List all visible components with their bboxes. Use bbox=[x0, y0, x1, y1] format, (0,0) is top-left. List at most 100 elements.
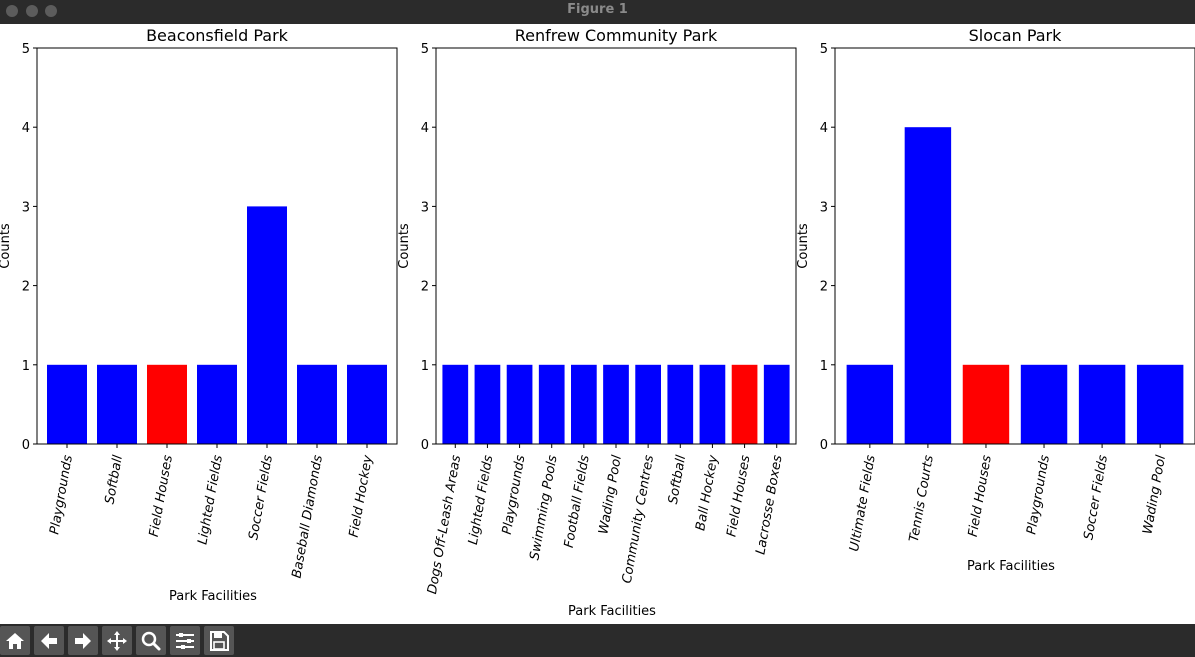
y-axis-label: Counts bbox=[397, 223, 412, 269]
y-tick-label: 5 bbox=[421, 42, 429, 57]
pan-move-icon bbox=[107, 631, 127, 651]
window-title: Figure 1 bbox=[567, 2, 628, 17]
y-tick-label: 0 bbox=[421, 438, 429, 453]
y-tick-label: 2 bbox=[22, 280, 30, 295]
charts-svg: 0 1 2 3 4 5 Playgrounds Softball Field Houses Lig… bbox=[0, 26, 1195, 619]
y-tick-label: 2 bbox=[820, 280, 828, 295]
x-axis-label: Park Facilities bbox=[169, 589, 257, 604]
y-tick-label: 3 bbox=[820, 200, 828, 215]
chart-panel-3: 0 1 2 3 4 5 Ultimate Fields Tennis Courts Field … bbox=[796, 26, 1195, 574]
bar bbox=[699, 364, 726, 444]
bar bbox=[97, 364, 137, 444]
bar bbox=[247, 206, 287, 444]
bar bbox=[47, 364, 87, 444]
bar bbox=[635, 364, 661, 444]
bar bbox=[1078, 364, 1126, 444]
save-button[interactable] bbox=[204, 626, 234, 655]
bar bbox=[731, 364, 758, 444]
configure-subplots-icon bbox=[176, 633, 194, 649]
bar bbox=[763, 364, 790, 444]
y-tick-label: 0 bbox=[820, 438, 828, 453]
x-tick-label: Tennis Courts bbox=[907, 454, 937, 543]
bar bbox=[506, 364, 533, 444]
x-tick-label: Baseball Diamonds bbox=[290, 454, 326, 580]
y-tick-label: 4 bbox=[820, 121, 828, 136]
x-tick-label: Lacrosse Boxes bbox=[753, 454, 785, 556]
x-tick-label: Field Houses bbox=[147, 454, 176, 538]
x-tick-label: Dogs Off-Leash Areas bbox=[425, 454, 464, 595]
close-window-icon[interactable] bbox=[6, 5, 18, 17]
x-tick-label: Field Houses bbox=[966, 454, 995, 538]
y-tick-label: 5 bbox=[22, 42, 30, 57]
x-tick-label: Wading Pool bbox=[1140, 454, 1169, 536]
chart-panel-2: 0 1 2 3 4 5 Dogs Off-Leash Areas Lighted Fields… bbox=[397, 26, 797, 619]
y-tick-label: 4 bbox=[421, 121, 429, 136]
x-tick-label: Wading Pool bbox=[596, 454, 625, 536]
bar bbox=[442, 364, 469, 444]
bar bbox=[538, 364, 565, 444]
y-tick-label: 1 bbox=[820, 359, 828, 374]
chart-title: Slocan Park bbox=[969, 26, 1063, 45]
forward-arrow-icon bbox=[75, 633, 91, 649]
x-axis-label: Park Facilities bbox=[568, 604, 656, 619]
y-tick-label: 1 bbox=[22, 359, 30, 374]
maximize-window-icon[interactable] bbox=[45, 5, 57, 17]
y-tick-label: 3 bbox=[421, 200, 429, 215]
x-tick-label: Field Houses bbox=[724, 454, 753, 538]
bar bbox=[297, 364, 337, 444]
bar bbox=[147, 364, 187, 444]
x-tick-label: Softball bbox=[666, 454, 689, 506]
x-tick-label: Soccer Fields bbox=[1081, 454, 1111, 541]
x-tick-label: Softball bbox=[103, 454, 126, 506]
bar bbox=[197, 364, 237, 444]
figure-canvas: 0 1 2 3 4 5 Playgrounds Softball Field Houses Lig… bbox=[0, 24, 1195, 624]
bar bbox=[1136, 364, 1184, 444]
chart-title: Beaconsfield Park bbox=[146, 26, 289, 45]
x-tick-label: Community Centres bbox=[620, 454, 657, 585]
y-tick-label: 4 bbox=[22, 121, 30, 136]
bar bbox=[667, 364, 694, 444]
back-button[interactable] bbox=[34, 626, 64, 655]
y-tick-label: 0 bbox=[22, 438, 30, 453]
x-tick-label: Lighted Fields bbox=[195, 454, 226, 546]
x-tick-label: Ball Hockey bbox=[693, 454, 721, 532]
y-tick-label: 1 bbox=[421, 359, 429, 374]
bar bbox=[603, 364, 629, 444]
x-tick-label: Playgrounds bbox=[500, 454, 529, 536]
bar bbox=[1020, 364, 1068, 444]
navigation-toolbar bbox=[0, 624, 1195, 657]
x-tick-label: Lighted Fields bbox=[466, 454, 497, 546]
x-tick-label: Playgrounds bbox=[47, 454, 76, 536]
zoom-button[interactable] bbox=[136, 626, 166, 655]
x-tick-label: Playgrounds bbox=[1024, 454, 1053, 536]
zoom-magnifier-icon bbox=[141, 631, 161, 651]
bar bbox=[474, 364, 501, 444]
x-tick-label: Soccer Fields bbox=[246, 454, 276, 541]
window-titlebar: Figure 1 bbox=[0, 0, 1195, 24]
pan-button[interactable] bbox=[102, 626, 132, 655]
axes-frame bbox=[834, 47, 1195, 445]
x-tick-label: Ultimate Fields bbox=[847, 454, 879, 553]
bar bbox=[571, 364, 597, 444]
y-tick-label: 3 bbox=[22, 200, 30, 215]
back-arrow-icon bbox=[41, 633, 57, 649]
x-axis-label: Park Facilities bbox=[967, 559, 1055, 574]
chart-panel-1: 0 1 2 3 4 5 Playgrounds Softball Field Houses Lig… bbox=[0, 26, 398, 604]
x-tick-label: Football Fields bbox=[562, 454, 593, 549]
y-axis-label: Counts bbox=[796, 223, 811, 269]
x-tick-label: Field Hockey bbox=[347, 454, 376, 539]
configure-subplots-button[interactable] bbox=[170, 626, 200, 655]
chart-title: Renfrew Community Park bbox=[515, 26, 718, 45]
bar bbox=[846, 364, 894, 444]
x-tick-label: Swimming Pools bbox=[527, 454, 560, 561]
bar bbox=[962, 364, 1010, 444]
forward-button[interactable] bbox=[68, 626, 98, 655]
y-tick-label: 5 bbox=[820, 42, 828, 57]
minimize-window-icon[interactable] bbox=[26, 5, 38, 17]
y-axis-label: Counts bbox=[0, 223, 13, 269]
bar bbox=[347, 364, 387, 444]
y-tick-label: 2 bbox=[421, 280, 429, 295]
home-button[interactable] bbox=[0, 626, 30, 655]
bar bbox=[904, 127, 952, 444]
save-floppy-icon bbox=[210, 631, 229, 651]
